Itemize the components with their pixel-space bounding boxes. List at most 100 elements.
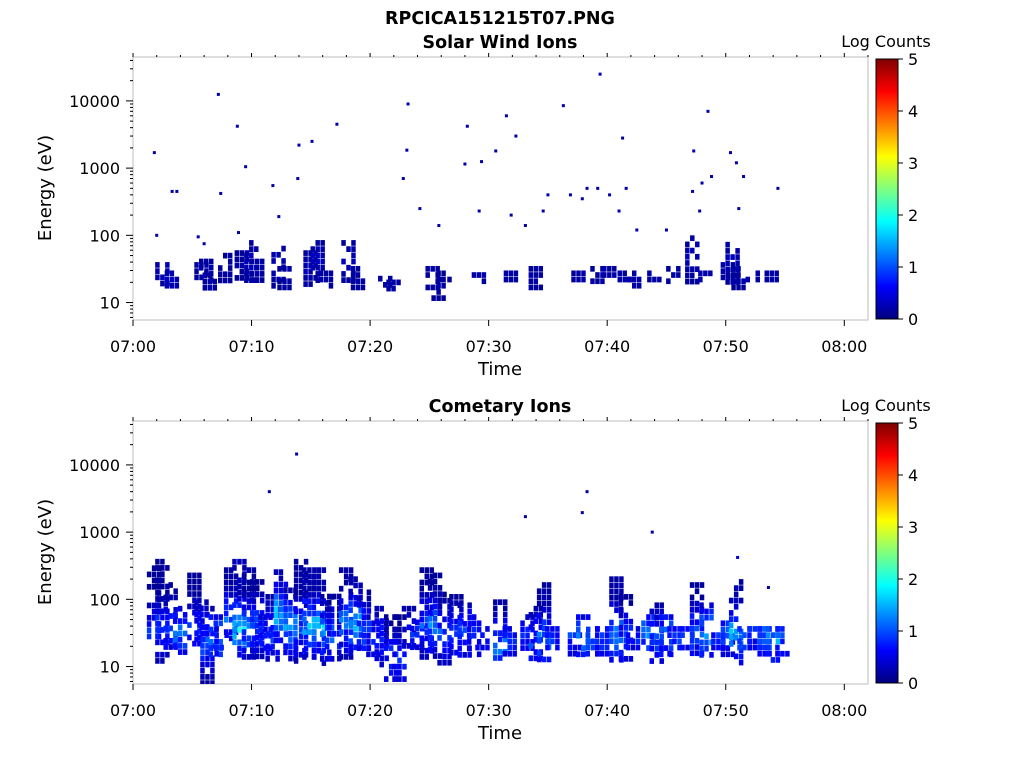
count-cell bbox=[762, 626, 767, 632]
count-cell bbox=[155, 274, 160, 281]
count-cell bbox=[371, 620, 376, 627]
count-cell bbox=[319, 612, 325, 619]
count-cell bbox=[386, 285, 391, 292]
count-cell bbox=[200, 680, 205, 684]
count-cell bbox=[204, 599, 209, 606]
count-cell bbox=[623, 618, 629, 625]
count-cell bbox=[259, 597, 265, 604]
count-cell bbox=[576, 614, 581, 620]
count-cell bbox=[680, 632, 685, 638]
count-cell bbox=[738, 579, 744, 585]
count-cell bbox=[155, 558, 160, 565]
count-cell bbox=[508, 270, 514, 277]
count-cell bbox=[343, 647, 349, 654]
count-cell bbox=[234, 250, 240, 256]
count-cell bbox=[204, 262, 209, 268]
count-cell bbox=[327, 606, 332, 612]
count-cell bbox=[194, 630, 199, 637]
count-cell bbox=[546, 656, 552, 663]
count-cell bbox=[358, 625, 363, 632]
count-cell bbox=[327, 624, 332, 631]
count-cell bbox=[328, 276, 334, 283]
count-cell bbox=[520, 626, 525, 633]
count-cell bbox=[270, 594, 275, 600]
count-cell bbox=[617, 270, 622, 277]
count-cell bbox=[210, 667, 215, 674]
count-cell bbox=[780, 638, 785, 645]
count-cell bbox=[327, 649, 332, 656]
count-cell bbox=[555, 626, 560, 632]
count-cell bbox=[622, 276, 627, 283]
count-cell bbox=[164, 282, 170, 289]
count-cell bbox=[449, 643, 454, 650]
count-cell bbox=[241, 579, 247, 586]
count-cell bbox=[155, 614, 160, 621]
cometary-panel-title: Cometary Ions bbox=[429, 397, 572, 417]
count-cell bbox=[321, 623, 327, 629]
count-cell bbox=[324, 637, 330, 644]
count-cell bbox=[619, 576, 624, 583]
count-cell bbox=[725, 632, 731, 639]
count-cell bbox=[689, 582, 695, 588]
count-cell bbox=[293, 583, 299, 590]
count-cell bbox=[151, 571, 157, 578]
count-cell bbox=[550, 632, 555, 638]
count-cell bbox=[485, 638, 490, 645]
count-cell bbox=[541, 588, 547, 595]
count-cell bbox=[462, 639, 467, 646]
count-cell bbox=[618, 625, 624, 631]
count-cell bbox=[533, 284, 539, 291]
count-cell bbox=[237, 645, 242, 652]
count-cell bbox=[631, 276, 637, 283]
count-cell bbox=[310, 252, 315, 259]
count-cell bbox=[379, 624, 384, 631]
count-cell bbox=[609, 625, 614, 632]
count-cell bbox=[244, 277, 249, 283]
count-cell bbox=[664, 228, 668, 232]
count-cell bbox=[177, 636, 183, 643]
count-cell bbox=[449, 606, 454, 613]
colorbar-tick-label: 3 bbox=[908, 518, 918, 537]
count-cell bbox=[457, 602, 462, 609]
count-cell bbox=[259, 647, 265, 654]
count-cell bbox=[265, 631, 270, 637]
count-cell bbox=[667, 632, 672, 638]
count-cell bbox=[471, 272, 477, 278]
count-cell bbox=[502, 611, 508, 618]
count-cell bbox=[530, 639, 535, 645]
count-cell bbox=[612, 265, 617, 272]
count-cell bbox=[546, 582, 552, 588]
count-cell bbox=[572, 632, 578, 638]
count-cell bbox=[151, 583, 157, 590]
count-cell bbox=[343, 641, 349, 648]
count-cell bbox=[348, 567, 354, 573]
count-cell bbox=[207, 284, 213, 291]
count-cell bbox=[254, 579, 260, 585]
count-cell bbox=[168, 637, 173, 644]
count-cell bbox=[360, 284, 366, 291]
count-cell bbox=[576, 632, 581, 639]
count-cell bbox=[635, 632, 641, 638]
count-cell bbox=[546, 613, 552, 619]
count-cell bbox=[298, 633, 304, 639]
count-cell bbox=[254, 610, 260, 616]
count-cell bbox=[528, 284, 534, 291]
count-cell bbox=[172, 630, 178, 637]
count-cell bbox=[728, 622, 734, 629]
count-cell bbox=[397, 670, 402, 676]
count-cell bbox=[379, 649, 384, 655]
count-cell bbox=[293, 651, 299, 658]
count-cell bbox=[647, 276, 652, 283]
count-cell bbox=[649, 633, 654, 640]
count-cell bbox=[533, 612, 539, 618]
count-cell bbox=[303, 639, 309, 646]
count-cell bbox=[512, 638, 517, 645]
count-cell bbox=[293, 639, 299, 646]
count-cell bbox=[155, 639, 160, 646]
count-cell bbox=[508, 276, 514, 283]
count-cell bbox=[590, 265, 595, 272]
count-cell bbox=[379, 605, 384, 612]
count-cell bbox=[624, 186, 628, 190]
count-cell bbox=[654, 621, 659, 627]
count-cell bbox=[311, 654, 317, 660]
